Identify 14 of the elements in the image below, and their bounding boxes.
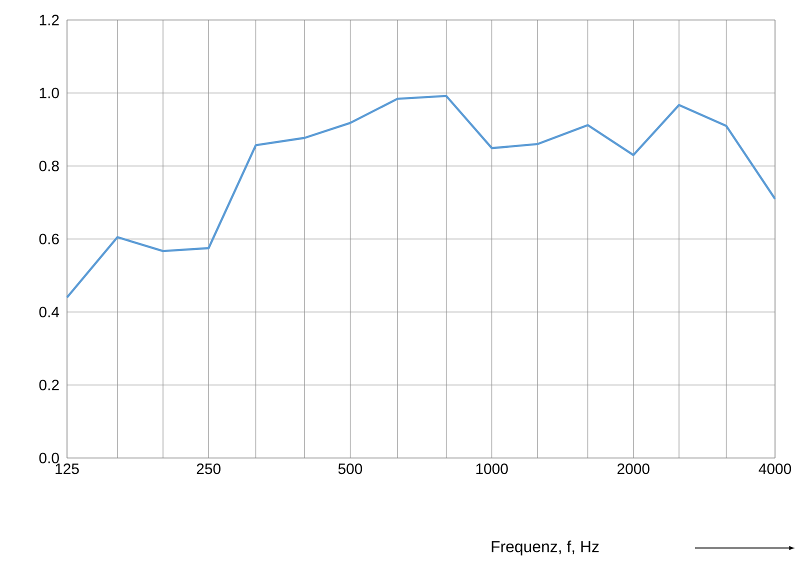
x-tick-label: 1000 bbox=[476, 464, 508, 474]
x-tick-label: 2000 bbox=[618, 464, 650, 474]
x-tick-label: 4000 bbox=[758, 464, 792, 474]
y-tick-label: 0.6 bbox=[39, 234, 59, 244]
y-tick-label: 0.8 bbox=[39, 160, 59, 172]
x-axis-title: Frequenz, f, Hz bbox=[492, 540, 599, 556]
x-tick-label: 125 bbox=[56, 464, 79, 474]
x-tick-label: 250 bbox=[196, 464, 220, 474]
y-tick-label: 0.2 bbox=[39, 380, 59, 390]
y-tick-label: 0.4 bbox=[39, 306, 60, 318]
y-tick-label: 0.0 bbox=[39, 452, 59, 464]
x-tick-label: 500 bbox=[338, 464, 362, 474]
y-tick-label: 1.2 bbox=[40, 14, 59, 26]
y-tick-label: 1.0 bbox=[40, 88, 59, 98]
